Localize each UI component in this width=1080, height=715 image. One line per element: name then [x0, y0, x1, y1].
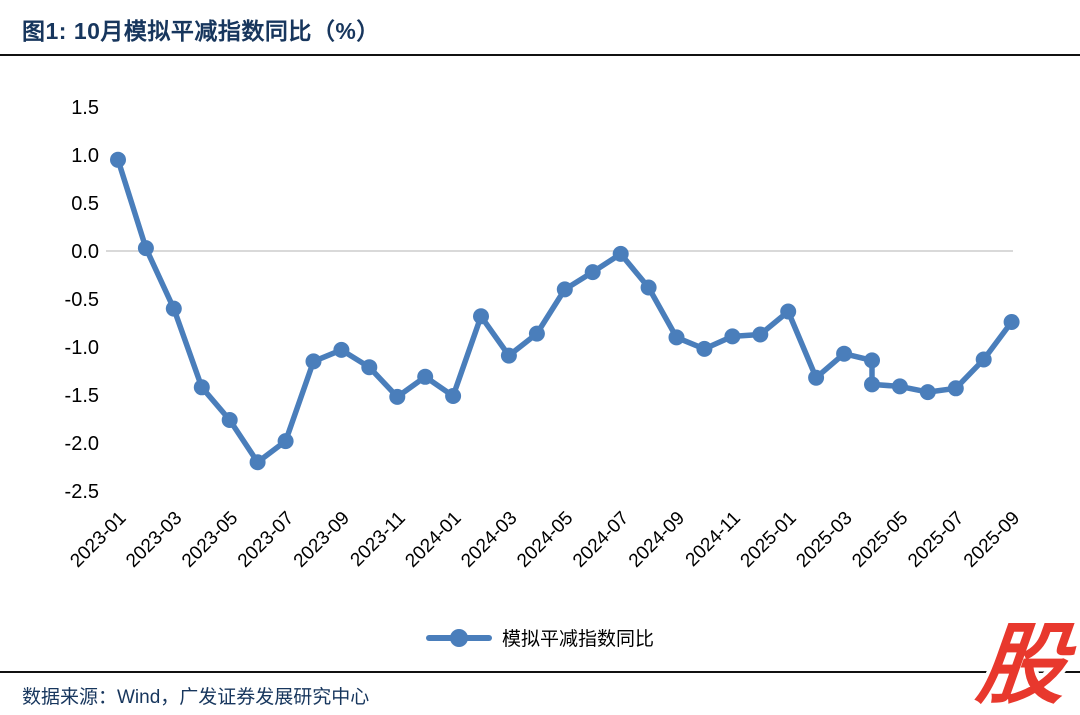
legend-line-marker-icon: [425, 628, 492, 647]
y-tick-label: 1.0: [71, 145, 99, 167]
x-tick-label: 2025-07: [904, 508, 968, 572]
page-title: 图1: 10月模拟平减指数同比（%）: [22, 18, 380, 44]
x-tick-label: 2023-03: [122, 508, 186, 572]
y-tick-label: 0.5: [71, 193, 99, 215]
data-point: [752, 326, 769, 343]
data-point: [221, 412, 238, 428]
x-tick-label: 2024-07: [569, 508, 633, 572]
y-tick-label: -0.5: [65, 289, 99, 311]
data-point: [1003, 314, 1020, 330]
x-tick-label: 2025-01: [737, 508, 801, 572]
data-point: [165, 300, 182, 317]
legend: 模拟平减指数同比: [0, 624, 1080, 651]
data-point: [780, 303, 797, 320]
data-point: [947, 380, 964, 397]
data-point: [864, 376, 880, 393]
x-tick-label: 2024-11: [682, 508, 745, 571]
data-point: [389, 388, 406, 405]
data-point: [696, 340, 713, 357]
data-point: [836, 345, 853, 362]
y-axis-labels: 1.5 1.0 0.5 0.0 -0.5 -1.0 -1.5 -2.0 -2.5: [65, 97, 99, 503]
brand-logo: 股: [972, 615, 1072, 714]
data-point: [724, 328, 741, 345]
data-point: [668, 329, 685, 346]
data-point: [361, 359, 378, 376]
data-point: [612, 245, 629, 262]
x-tick-label: 2023-05: [178, 508, 242, 572]
x-tick-label: 2024-09: [625, 508, 689, 572]
data-point: [417, 368, 434, 385]
x-tick-label: 2025-05: [848, 508, 912, 572]
data-point: [249, 454, 266, 471]
x-tick-label: 2025-09: [960, 508, 1024, 572]
data-point: [975, 351, 992, 368]
data-point: [110, 151, 126, 168]
x-tick-label: 2023-01: [66, 508, 130, 572]
x-tick-label: 2023-11: [347, 508, 410, 571]
title-underline: [0, 54, 1080, 56]
line-chart: 1.5 1.0 0.5 0.0 -0.5 -1.0 -1.5 -2.0 -2.5 2023-01…: [65, 97, 1025, 572]
data-point: [808, 369, 825, 386]
x-tick-label: 2025-03: [792, 508, 856, 572]
x-tick-label: 2024-05: [513, 508, 577, 572]
footer: 数据来源：Wind，广发证券发展研究中心: [0, 671, 1080, 715]
data-point: [193, 379, 210, 396]
y-tick-label: -1.5: [65, 385, 99, 407]
y-tick-label: -2.5: [65, 481, 99, 503]
data-point: [864, 352, 880, 369]
series-line-group: [110, 151, 1020, 471]
legend-label: 模拟平减指数同比: [501, 629, 654, 650]
y-tick-label: 1.5: [71, 97, 99, 119]
data-point: [556, 281, 573, 298]
data-point: [137, 240, 154, 257]
data-point: [891, 378, 908, 395]
x-tick-label: 2023-09: [290, 508, 354, 572]
x-tick-label: 2024-01: [401, 508, 465, 572]
x-tick-label: 2024-03: [457, 508, 521, 572]
series-line: [115, 157, 1015, 465]
data-point: [528, 325, 545, 342]
x-tick-label: 2023-07: [234, 508, 298, 572]
data-point: [919, 384, 936, 401]
figure-header: 图1: 10月模拟平减指数同比（%）: [0, 0, 1080, 46]
data-source-text: 数据来源：Wind，广发证券发展研究中心: [22, 687, 370, 708]
data-point: [333, 341, 350, 358]
data-point: [277, 433, 294, 450]
data-point: [640, 279, 657, 296]
x-axis-labels: 2023-012023-032023-052023-072023-092023-…: [66, 508, 1024, 572]
data-point: [500, 347, 517, 364]
data-point: [584, 264, 601, 281]
data-point: [305, 353, 322, 370]
legend-dot-icon: [449, 628, 468, 647]
data-point: [445, 388, 462, 404]
data-point: [473, 308, 489, 325]
y-tick-label: 0.0: [71, 241, 99, 263]
y-tick-label: -1.0: [65, 337, 99, 359]
y-tick-label: -2.0: [65, 433, 99, 455]
